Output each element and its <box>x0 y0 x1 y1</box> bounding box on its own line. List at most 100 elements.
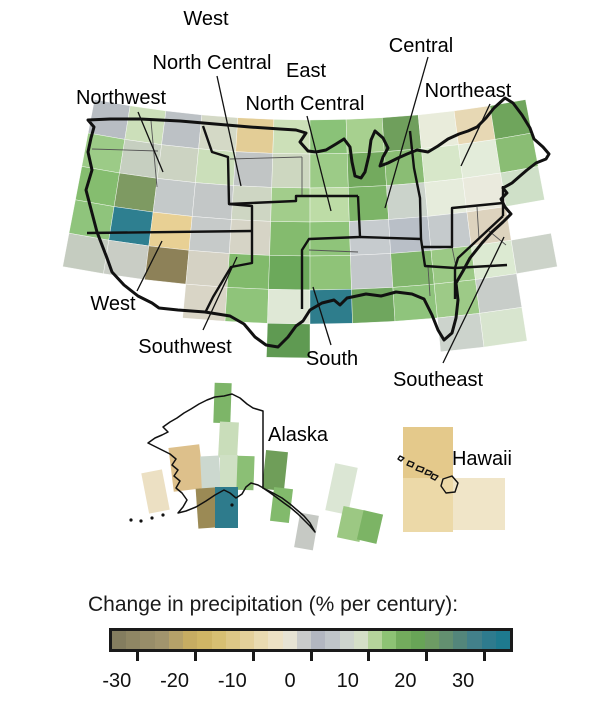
region-label-alaska: Alaska <box>268 424 329 446</box>
colorbar-segment <box>481 631 496 649</box>
grid-cell <box>235 117 275 154</box>
grid-cell <box>188 216 232 254</box>
label-leader-line-central <box>384 56 429 209</box>
grid-cell <box>424 178 468 217</box>
aleutian-island-dot <box>161 513 165 517</box>
alaska-grid-cell <box>356 510 384 544</box>
state-boundary-line <box>229 156 303 160</box>
grid-cell <box>233 151 274 188</box>
grid-cell <box>479 307 528 348</box>
grid-cell <box>268 255 311 291</box>
region-border-line <box>359 235 422 241</box>
region-border-line <box>300 195 362 309</box>
grid-cell <box>103 239 150 280</box>
alaska-grid-cell <box>215 487 238 528</box>
grid-cell <box>417 110 459 149</box>
region-label-east-north-central-2: North Central <box>246 93 365 115</box>
colorbar-segment <box>453 631 468 649</box>
colorbar-tick-label: 10 <box>336 670 359 692</box>
aleutian-island-dot <box>230 503 234 507</box>
colorbar-segment <box>239 631 255 649</box>
colorbar-segment <box>211 631 226 649</box>
region-label-northeast: Northeast <box>425 80 512 102</box>
alaska-grid-cell <box>168 444 205 492</box>
region-border-line <box>453 215 504 269</box>
label-leader-line-south <box>312 286 332 346</box>
hawaii-grid-cell <box>403 427 453 478</box>
colorbar-segment <box>382 631 397 649</box>
colorbar-segment <box>325 631 340 649</box>
colorbar-segment <box>168 631 184 649</box>
colorbar-segment <box>112 631 127 649</box>
region-label-east-north-central-1: East <box>286 60 326 82</box>
colorbar-segment <box>311 631 326 649</box>
grid-cell <box>475 273 523 314</box>
state-boundary-line <box>427 266 431 297</box>
label-leader-line-east-north-central <box>306 115 332 212</box>
state-boundary-line <box>91 148 159 152</box>
colorbar-tick <box>194 652 198 661</box>
colorbar-tick-label: -30 <box>102 670 132 692</box>
colorbar-tick <box>482 652 486 661</box>
aleutian-island-dot <box>129 518 133 522</box>
colorbar-segment <box>254 631 269 649</box>
hawaii-island-outline <box>397 455 405 462</box>
alaska-grid-cell <box>200 455 221 491</box>
state-boundary-line <box>150 120 158 188</box>
region-label-northwest: Northwest <box>76 87 166 109</box>
grid-cell <box>427 211 472 251</box>
grid-cell <box>437 313 485 353</box>
colorbar-tick-label: 0 <box>284 670 296 692</box>
grid-cell <box>453 105 496 145</box>
grid-cell <box>386 182 429 220</box>
colorbar-segment <box>225 631 240 649</box>
conus-outline <box>84 96 551 349</box>
colorbar-segment <box>183 631 198 649</box>
grid-cell <box>466 206 512 247</box>
alaska-grid-cell <box>195 487 219 529</box>
region-border-line <box>408 130 423 240</box>
colorbar-segment <box>339 631 354 649</box>
grid-cell <box>271 153 311 189</box>
hawaii-island-outline <box>430 473 439 481</box>
region-label-west: West <box>90 293 136 315</box>
region-label-west-north-central-1: West <box>183 8 229 30</box>
hawaii-grid-cell <box>403 478 453 532</box>
label-leader-line-northwest <box>137 111 164 173</box>
label-leader-line-southwest <box>202 256 238 331</box>
grid-cell <box>510 232 558 274</box>
alaska-grid-cell <box>325 463 358 515</box>
region-label-west-north-central-2: North Central <box>153 52 272 74</box>
grid-cell <box>161 110 203 149</box>
grid-cell <box>270 187 311 223</box>
colorbar-tick <box>309 652 313 661</box>
alaska-grid-cell <box>141 469 170 514</box>
alaska-grid-cell <box>213 382 232 424</box>
grid-cell <box>191 182 234 220</box>
hawaii-island-outline <box>406 460 415 468</box>
alaska-grid-cell <box>236 455 255 491</box>
aleutian-island-dot <box>139 519 143 523</box>
label-leader-line-southeast <box>442 236 505 364</box>
alaska-grid-cell <box>262 449 288 492</box>
colorbar-segment <box>495 631 511 649</box>
region-label-hawaii: Hawaii <box>452 448 512 470</box>
colorbar-segment <box>154 631 169 649</box>
alaska-grid-cell <box>218 421 239 459</box>
hawaii-island-outline <box>440 475 459 494</box>
region-border-line <box>204 231 254 312</box>
colorbar-segment <box>439 631 454 649</box>
grid-cell <box>226 253 270 290</box>
colorbar-tick-label: 20 <box>394 670 417 692</box>
colorbar-title: Change in precipitation (% per century): <box>88 593 459 616</box>
colorbar-segment <box>467 631 482 649</box>
alaska-outline <box>147 393 316 533</box>
colorbar-segment <box>268 631 283 649</box>
aleutian-island-dot <box>150 516 154 520</box>
region-border-line <box>86 229 253 235</box>
region-border-line <box>421 201 504 249</box>
grid-cell <box>229 219 271 256</box>
grid-cell <box>266 323 311 359</box>
region-label-south: South <box>306 348 358 370</box>
colorbar-tick-label: -10 <box>217 670 247 692</box>
